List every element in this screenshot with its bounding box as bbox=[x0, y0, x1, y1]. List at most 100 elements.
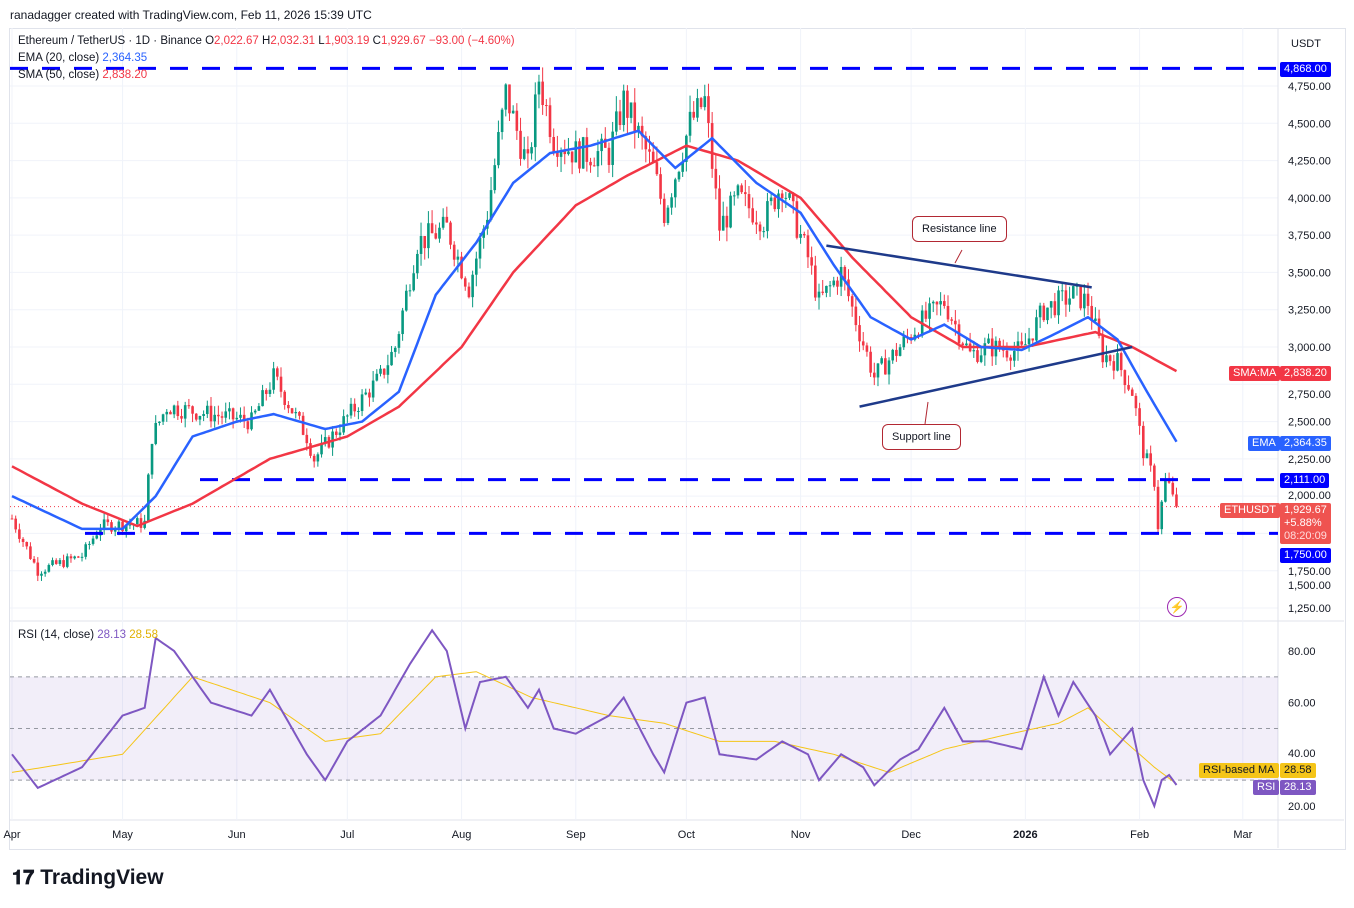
candle-body bbox=[651, 151, 655, 163]
candle-body bbox=[659, 174, 662, 199]
candle-body bbox=[574, 141, 578, 163]
candle-body bbox=[47, 565, 51, 572]
candle-body bbox=[755, 222, 758, 225]
sma-price-tag: 2,838.20 bbox=[1280, 366, 1331, 381]
alert-bolt-icon[interactable]: ⚡ bbox=[1167, 597, 1187, 617]
candle-body bbox=[677, 171, 681, 180]
candle-body bbox=[220, 416, 224, 418]
price-change: +5.88% bbox=[1284, 517, 1322, 529]
candle-body bbox=[972, 350, 976, 352]
candle-body bbox=[128, 524, 132, 526]
candle-body bbox=[1086, 293, 1090, 306]
candle-body bbox=[375, 373, 379, 381]
rsi-tick-label: 40.00 bbox=[1288, 748, 1316, 760]
symbol-title: Ethereum / TetherUS · 1D · Binance bbox=[18, 35, 202, 47]
candle-body bbox=[721, 215, 725, 231]
rsi-label: RSI (14, close) bbox=[18, 629, 95, 641]
support-callout-pointer bbox=[924, 401, 929, 425]
last-price-tag: 1,929.67 +5.88% 08:20:09 bbox=[1280, 503, 1331, 544]
candle-body bbox=[1097, 318, 1101, 336]
candle-body bbox=[758, 224, 762, 232]
level-top-tag: 4,868.00 bbox=[1280, 62, 1331, 77]
symbol-tag: ETHUSDT bbox=[1220, 503, 1280, 518]
candle-body bbox=[298, 412, 301, 416]
candle-body bbox=[412, 273, 415, 291]
rsi-ma-value-tag: 28.58 bbox=[1280, 763, 1316, 778]
candle-body bbox=[21, 538, 25, 543]
candle-body bbox=[482, 228, 485, 238]
candle-body bbox=[533, 94, 537, 148]
time-tick-label: Sep bbox=[566, 829, 586, 841]
candle-body bbox=[1134, 395, 1138, 409]
candle-body bbox=[769, 197, 773, 202]
ema-legend[interactable]: EMA (20, close) 2,364.35 bbox=[18, 52, 147, 64]
candle-body bbox=[139, 518, 143, 528]
sma-legend[interactable]: SMA (50, close) 2,838.20 bbox=[18, 69, 147, 81]
candle-body bbox=[124, 525, 128, 532]
candle-body bbox=[169, 411, 172, 415]
candle-body bbox=[1024, 344, 1027, 346]
candle-body bbox=[268, 389, 272, 394]
candle-body bbox=[390, 351, 393, 366]
time-tick-label: Apr bbox=[3, 829, 20, 841]
candle-body bbox=[655, 162, 659, 175]
time-tick-label: Nov bbox=[791, 829, 811, 841]
candle-body bbox=[788, 193, 791, 198]
candle-body bbox=[467, 286, 471, 298]
candle-body bbox=[500, 109, 504, 133]
candle-body bbox=[316, 454, 320, 462]
candle-body bbox=[386, 365, 390, 375]
candle-body bbox=[946, 305, 950, 320]
currency-label[interactable]: USDT bbox=[1291, 38, 1321, 50]
time-tick-label: Oct bbox=[678, 829, 695, 841]
candle-body bbox=[541, 81, 544, 106]
candle-body bbox=[371, 380, 375, 398]
candle-body bbox=[202, 414, 205, 416]
change-value: −93.00 (−4.60%) bbox=[428, 35, 515, 47]
candle-body bbox=[924, 310, 928, 319]
rsi-legend[interactable]: RSI (14, close) 28.13 28.58 bbox=[18, 629, 158, 641]
candle-body bbox=[519, 130, 522, 159]
candle-body bbox=[113, 528, 117, 532]
support-line-callout[interactable]: Support line bbox=[882, 424, 961, 450]
candle-body bbox=[1027, 338, 1031, 345]
time-tick-label: Feb bbox=[1130, 829, 1149, 841]
candle-body bbox=[530, 147, 533, 154]
candle-body bbox=[780, 193, 784, 199]
candle-body bbox=[799, 233, 802, 238]
ema-label: EMA (20, close) bbox=[18, 52, 100, 64]
candle-body bbox=[401, 310, 404, 335]
candle-body bbox=[714, 168, 718, 189]
candle-body bbox=[165, 411, 169, 415]
candle-body bbox=[928, 303, 931, 319]
tradingview-logo: 𝟏𝟕 TradingView bbox=[12, 866, 164, 890]
candle-body bbox=[239, 414, 242, 418]
resistance-line-callout[interactable]: Resistance line bbox=[912, 216, 1007, 242]
candle-body bbox=[276, 368, 279, 377]
price-tick-label: 2,750.00 bbox=[1288, 389, 1331, 401]
rsi-ma-line bbox=[11, 671, 1177, 785]
candle-body bbox=[670, 197, 673, 208]
candle-body bbox=[213, 414, 216, 422]
candle-body bbox=[264, 390, 268, 394]
candle-body bbox=[1112, 361, 1116, 371]
candle-body bbox=[666, 207, 670, 223]
sma-tag: SMA:MA bbox=[1229, 366, 1281, 381]
candle-body bbox=[95, 535, 99, 539]
rsi-tick-label: 20.00 bbox=[1288, 801, 1316, 813]
candle-body bbox=[449, 222, 452, 245]
high-value: 2,032.31 bbox=[270, 35, 316, 47]
candle-body bbox=[493, 165, 497, 191]
rsi-value: 28.13 bbox=[97, 629, 127, 641]
candle-body bbox=[858, 325, 861, 342]
candle-body bbox=[183, 405, 187, 419]
candle-body bbox=[585, 137, 589, 162]
candle-body bbox=[998, 340, 1001, 350]
candle-body bbox=[51, 560, 54, 566]
candle-body bbox=[456, 256, 460, 260]
sma-value: 2,838.20 bbox=[102, 69, 148, 81]
candle-body bbox=[545, 105, 548, 107]
candle-body bbox=[10, 518, 14, 520]
candle-body bbox=[987, 338, 990, 344]
